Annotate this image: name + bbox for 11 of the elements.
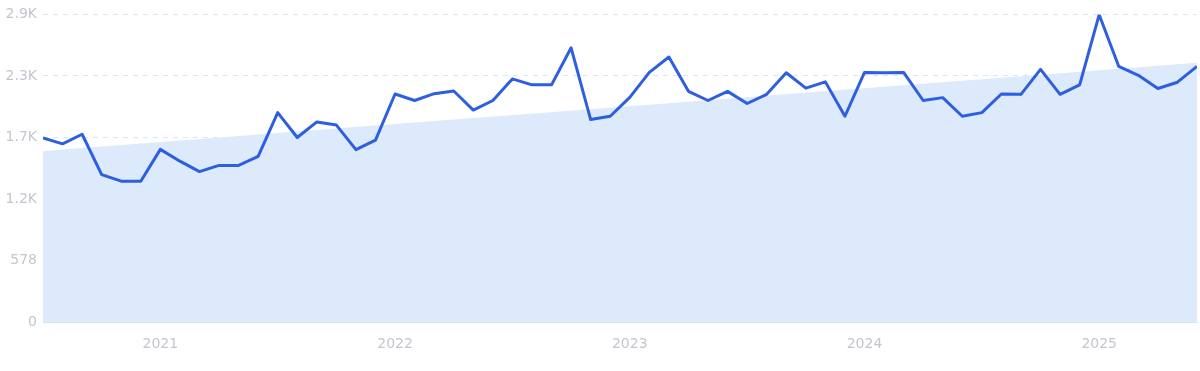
x-tick-label: 2022 — [377, 335, 413, 352]
y-tick-label: 1.2K — [5, 189, 38, 206]
x-tick-label: 2021 — [142, 335, 179, 352]
x-tick-label: 2023 — [611, 335, 648, 352]
y-tick-label: 0 — [28, 312, 37, 329]
y-tick-label: 578 — [10, 251, 37, 268]
y-tick-label: 2.3K — [5, 66, 38, 83]
x-tick-label: 2024 — [846, 335, 883, 352]
y-tick-label: 2.9K — [5, 5, 38, 22]
y-tick-label: 1.7K — [5, 128, 38, 145]
x-tick-label: 2025 — [1081, 335, 1118, 352]
